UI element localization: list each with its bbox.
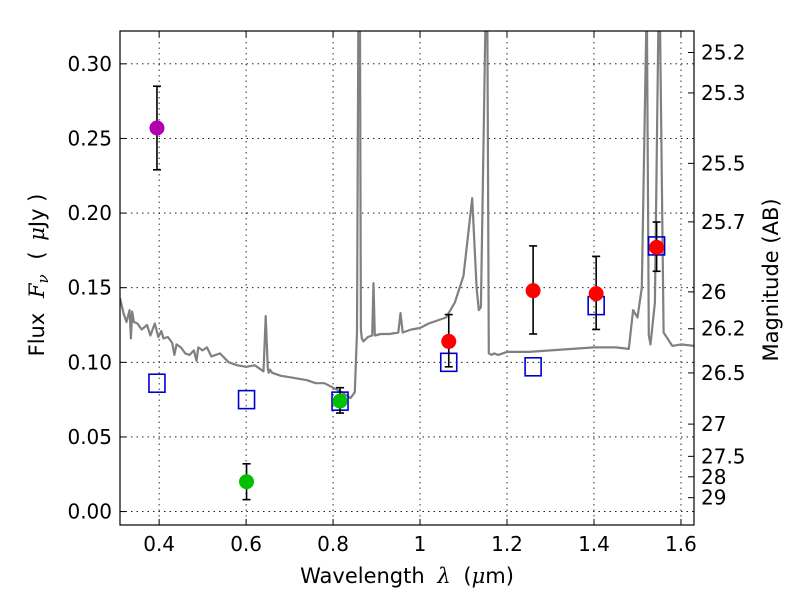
x-tick-label: 1.4 — [578, 532, 610, 556]
y2-tick-label: 27 — [701, 412, 726, 436]
model-band-series — [148, 236, 666, 411]
model-band-square — [237, 389, 256, 410]
observed-point — [441, 333, 457, 349]
grid-lines — [120, 31, 694, 525]
x-axis-label-unit-rest: m) — [485, 564, 514, 588]
y2-tick-label: 26.5 — [701, 361, 746, 385]
y-axis-label: Flux Fν ( μJy ) — [25, 194, 53, 357]
y-axis-label-unit-mu: μ — [25, 227, 49, 241]
y-axis-label-main: Flux — [25, 313, 49, 357]
observed-point — [239, 474, 255, 490]
x-tick-labels: 0.4 0.6 0.8 1 1.2 1.4 1.6 — [143, 532, 697, 556]
y2-tick-label: 26.2 — [701, 317, 746, 341]
observed-point — [525, 283, 541, 299]
y-axis-label-unit-rest: Jy ) — [25, 194, 49, 230]
spectrum-series — [120, 31, 694, 400]
model-band-square — [524, 357, 542, 377]
y-tick-label: 0.10 — [67, 350, 112, 374]
x-tick-label: 1.2 — [491, 532, 523, 556]
observed-point — [332, 393, 348, 409]
observed-point — [649, 239, 665, 255]
plot-frame — [119, 30, 695, 526]
y-tick-label: 0.05 — [67, 425, 112, 449]
y-tick-label: 0.20 — [67, 201, 112, 225]
y2-tick-label: 28 — [701, 465, 726, 489]
axis-ticks — [120, 31, 694, 525]
spectrum-line — [120, 31, 694, 400]
x-tick-label: 0.4 — [143, 532, 175, 556]
model-band-square — [148, 373, 166, 394]
y2-axis-label: Magnitude (AB) — [759, 198, 783, 361]
y2-tick-label: 25.3 — [701, 81, 746, 105]
y-axis-label-symbol: F — [25, 282, 49, 299]
y2-tick-label: 25.2 — [701, 40, 746, 64]
x-tick-label: 1 — [414, 532, 427, 556]
y-axis-label-unit-open: ( — [25, 251, 49, 259]
y-tick-label: 0.30 — [67, 52, 112, 76]
x-axis-label-unit-mu: μ — [472, 564, 486, 588]
y-tick-label: 0.25 — [67, 126, 112, 150]
x-axis-label: Wavelength λ (μm) — [300, 564, 514, 588]
x-tick-label: 0.6 — [230, 532, 262, 556]
y-axis-label-symbol-sub: ν — [34, 274, 52, 283]
y2-tick-label: 25.5 — [701, 151, 746, 175]
x-axis-label-symbol: λ — [436, 564, 450, 588]
y2-tick-label: 25.7 — [701, 210, 746, 234]
x-tick-label: 1.6 — [665, 532, 697, 556]
x-tick-label: 0.8 — [317, 532, 349, 556]
error-bar-series — [152, 85, 661, 501]
x-axis-label-main: Wavelength — [300, 564, 425, 588]
x-axis-label-unit-open: ( — [463, 564, 471, 588]
y2-tick-label: 29 — [701, 486, 726, 510]
y2-tick-label: 26 — [701, 280, 726, 304]
observed-point — [588, 286, 604, 302]
y-tick-label: 0.15 — [67, 276, 112, 300]
observed-point — [149, 120, 165, 136]
observed-series — [149, 120, 665, 490]
y-tick-labels: 0.00 0.05 0.10 0.15 0.20 0.25 0.30 — [67, 52, 112, 524]
y2-tick-label: 27.5 — [701, 444, 746, 468]
y-tick-label: 0.00 — [67, 500, 112, 524]
